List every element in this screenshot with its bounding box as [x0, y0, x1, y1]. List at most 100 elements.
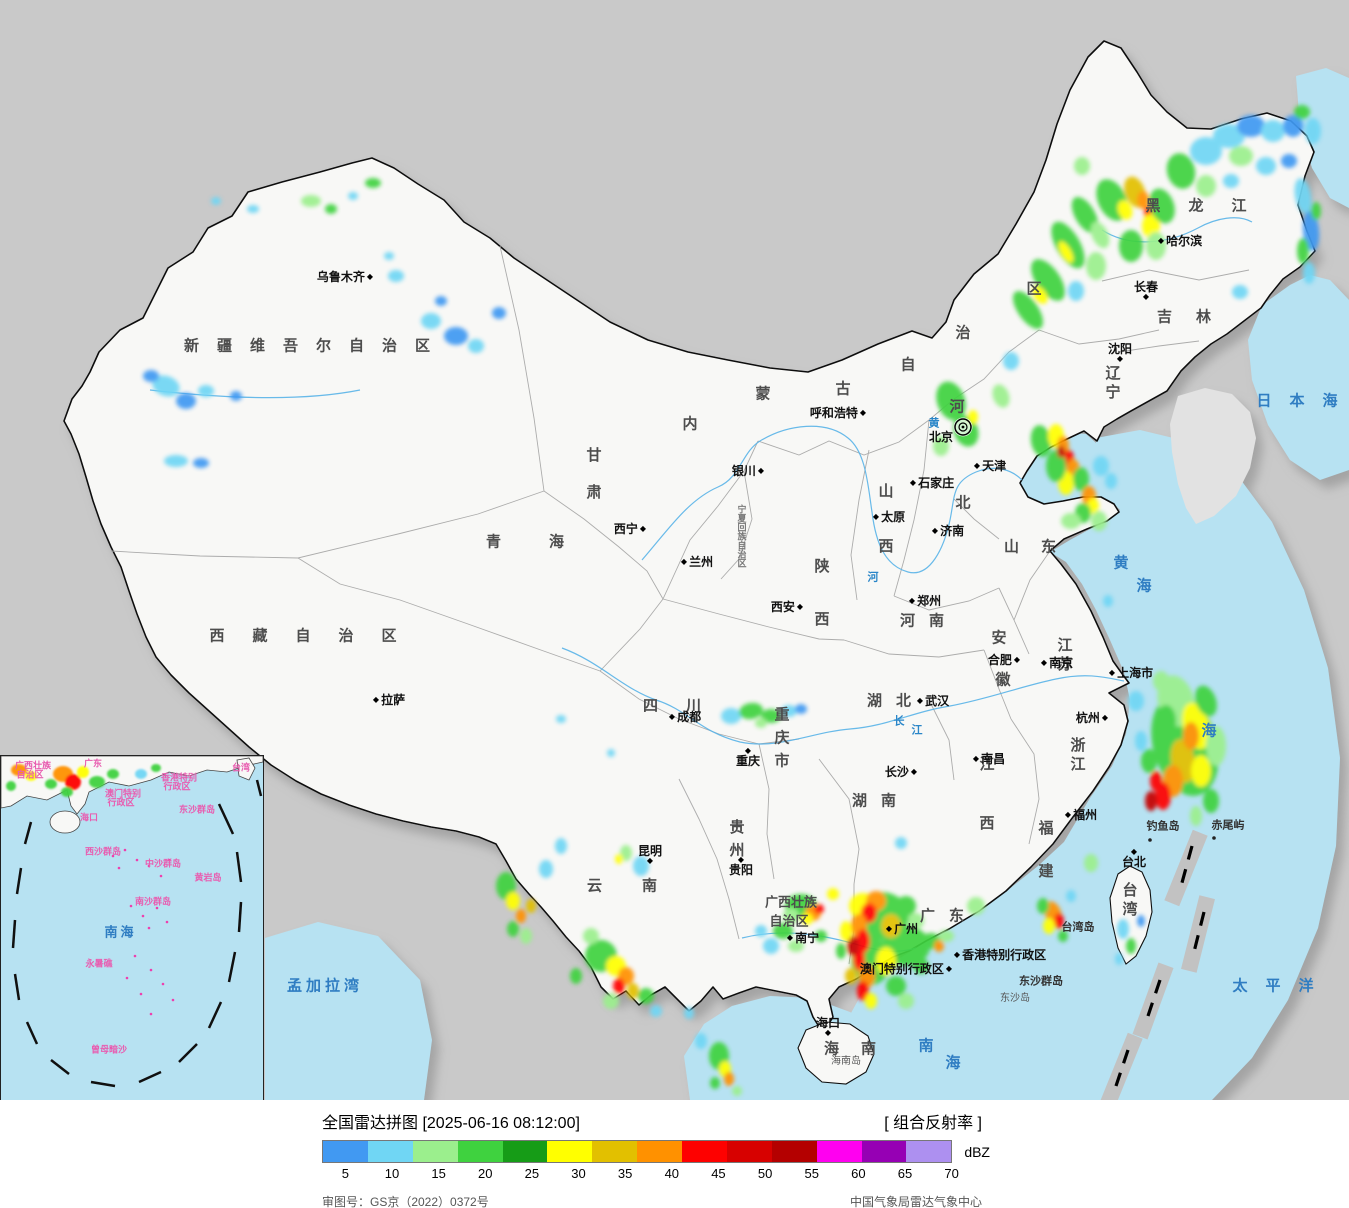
scale-cell [323, 1141, 368, 1162]
radar-echo [468, 339, 484, 353]
chiwei-islet-dot [1212, 836, 1216, 840]
legend-title: 全国雷达拼图 [2025-06-16 08:12:00] [322, 1115, 580, 1132]
radar-echo [1137, 915, 1145, 927]
radar-echo [211, 197, 221, 205]
radar-echo [836, 943, 846, 959]
radar-echo [795, 704, 807, 714]
radar-echo [301, 195, 321, 207]
hainan-island [797, 1021, 875, 1085]
inset-radar-echo [135, 769, 147, 779]
radar-echo [1196, 175, 1216, 197]
radar-echo [1191, 755, 1211, 787]
yellow-river [641, 425, 1023, 574]
radar-echo [507, 921, 519, 937]
radar-echo [755, 925, 767, 937]
reef-dot [161, 982, 165, 986]
radar-echo [1302, 211, 1320, 251]
inset-radar-echo [77, 766, 89, 778]
radar-echo [620, 845, 632, 861]
radar-echo [539, 860, 553, 878]
radar-echo [827, 888, 839, 900]
radar-echo [198, 385, 214, 397]
radar-echo [801, 913, 813, 925]
radar-echo [1146, 232, 1166, 260]
scale-tick: 30 [571, 1166, 586, 1181]
radar-echo [193, 458, 209, 468]
scale-tick: 50 [757, 1166, 773, 1181]
radar-echo [1297, 238, 1309, 264]
scale-cell [906, 1141, 952, 1162]
scale-cell [816, 1141, 862, 1162]
scale-tick: 55 [804, 1166, 819, 1181]
reef-dot [123, 848, 127, 852]
radar-echo [1283, 115, 1303, 137]
radar-echo [1203, 789, 1219, 813]
inset-radar-echo [151, 764, 161, 772]
radar-echo [1294, 105, 1310, 119]
radar-echo [1229, 146, 1253, 166]
radar-echo [1137, 191, 1149, 209]
inset-hainan [49, 810, 81, 834]
scale-cell [457, 1141, 503, 1162]
radar-echo [710, 1077, 720, 1089]
radar-echo [1074, 157, 1090, 175]
radar-echo [1149, 188, 1175, 224]
radar-echo [933, 436, 949, 456]
reef-dot [141, 914, 145, 918]
radar-echo [247, 205, 259, 213]
korea-landmass [1170, 388, 1256, 524]
radar-echo [627, 983, 639, 999]
unit-label: dBZ [964, 1143, 990, 1160]
radar-echo [895, 837, 907, 849]
reef-dot [167, 858, 171, 862]
radar-echo [1117, 919, 1129, 939]
radar-echo [1195, 685, 1217, 717]
inset-coast-land [1, 756, 263, 815]
radar-echo [1093, 456, 1109, 476]
sea-of-japan [1248, 275, 1349, 480]
radar-echo [1043, 918, 1055, 934]
reef-dot [139, 992, 143, 996]
scale-tick: 25 [524, 1166, 540, 1181]
reef-dot [159, 874, 163, 878]
radar-echo [1068, 281, 1084, 301]
radar-echo [908, 913, 924, 929]
reef-dot [165, 920, 169, 924]
radar-echo [506, 892, 520, 910]
radar-echo [1261, 120, 1285, 142]
radar-echo [1031, 259, 1065, 301]
radar-echo [607, 749, 615, 757]
radar-echo [861, 903, 877, 923]
province-borders [110, 245, 1250, 965]
radar-echo [516, 909, 526, 923]
radar-echo [152, 375, 180, 397]
reef-dot [147, 864, 151, 868]
radar-echo [230, 391, 242, 401]
radar-echo [583, 928, 599, 944]
radar-echo [755, 718, 767, 728]
radar-echo [1054, 913, 1064, 929]
radar-echo [1086, 252, 1106, 280]
radar-echo [840, 921, 852, 941]
inset-radar-echo [11, 764, 27, 776]
radar-echo [1142, 214, 1160, 238]
radar-echo [1058, 241, 1074, 263]
radar-echo [781, 705, 797, 717]
inset-radar-echo [25, 771, 37, 781]
reef-dot [171, 998, 175, 1002]
radar-echo [1091, 511, 1107, 531]
radar-echo [1294, 178, 1312, 214]
scale-cell [502, 1141, 548, 1162]
reef-dot [129, 904, 133, 908]
reef-dot [135, 858, 139, 862]
credit-text: 中国气象局雷达气象中心 [849, 1195, 982, 1208]
scale-cell [726, 1141, 772, 1162]
radar-echo [613, 978, 625, 994]
reef-dot [133, 954, 137, 958]
taiwan-island [1109, 865, 1153, 965]
radar-echo [1135, 731, 1147, 751]
radar-echo [881, 914, 901, 938]
radar-echo [1084, 854, 1098, 872]
radar-echo [695, 1033, 707, 1049]
radar-echo [1012, 291, 1044, 329]
